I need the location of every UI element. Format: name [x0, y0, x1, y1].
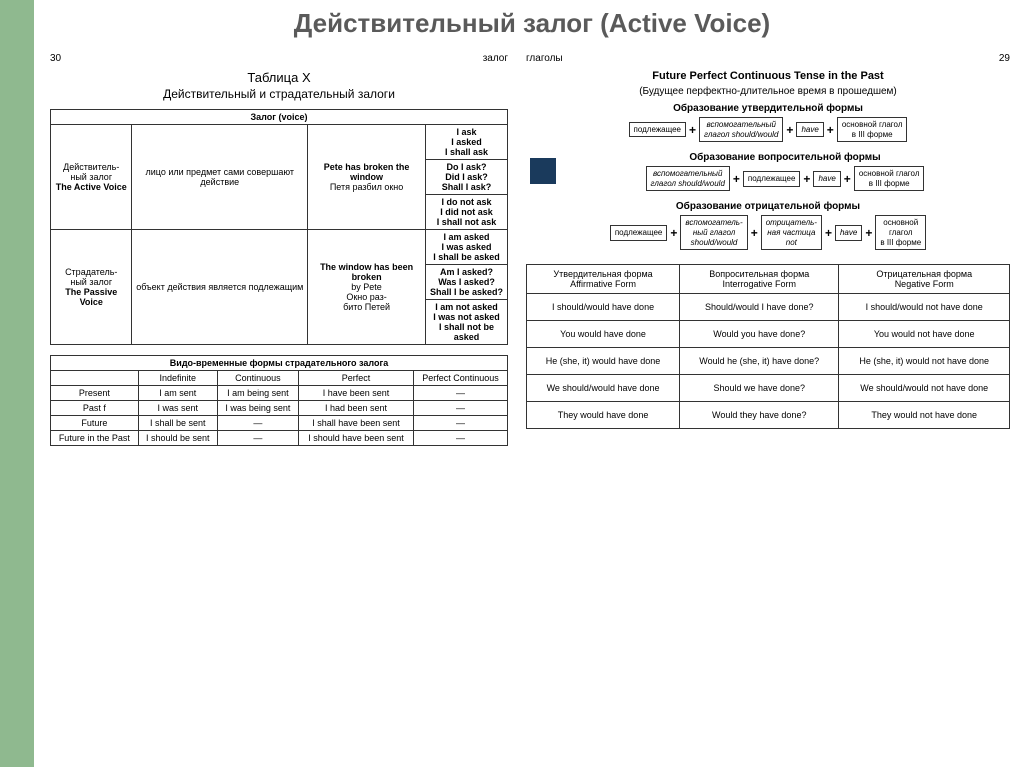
active-int: Do I ask? Did I ask? Shall I ask?: [426, 160, 508, 195]
right-column: глаголы 29 Future Perfect Continuous Ten…: [520, 53, 1010, 446]
page-header-left: 30 залог: [50, 53, 508, 64]
forms-header: Утвердительная форма Affirmative Form Во…: [527, 265, 1010, 294]
left-column: 30 залог Таблица X Действительный и стра…: [50, 53, 520, 446]
table-row: They would have doneWould they have done…: [527, 402, 1010, 429]
table1-title: Таблица X: [50, 70, 508, 85]
sidebar: [0, 0, 34, 767]
passive-desc: объект действия является подлежащим: [132, 230, 308, 345]
active-aff: I ask I asked I shall ask: [426, 125, 508, 160]
page-num: 30: [50, 53, 61, 64]
table-row: He (she, it) would have doneWould he (sh…: [527, 348, 1010, 375]
page-label: глаголы: [526, 53, 563, 64]
int-formula: вспомогательный глагол should/would+ под…: [560, 166, 1010, 191]
tense-header: Видо-временные формы страдательного зало…: [51, 356, 508, 371]
passive-neg: I am not asked I was not asked I shall n…: [426, 300, 508, 345]
voice-table: Залог (voice) Действитель- ный залогThe …: [50, 109, 508, 345]
table-row: PresentI am sentI am being sentI have be…: [51, 386, 508, 401]
passive-int: Am I asked? Was I asked? Shall I be aske…: [426, 265, 508, 300]
table-row: Past fI was sentI was being sentI had be…: [51, 401, 508, 416]
table1-subtitle: Действительный и страдательный залоги: [50, 87, 508, 101]
neg-formula: подлежащее+ вспомогатель- ный глагол sho…: [526, 215, 1010, 250]
aff-title: Образование утвердительной формы: [526, 103, 1010, 114]
int-title: Образование вопросительной формы: [560, 152, 1010, 163]
table-row: I should/would have doneShould/would I h…: [527, 294, 1010, 321]
table-row: FutureI shall be sent—I shall have been …: [51, 416, 508, 431]
active-desc: лицо или предмет сами совершают действие: [132, 125, 308, 230]
page-header-right: глаголы 29: [526, 53, 1010, 64]
table-row: You would have doneWould you have done?Y…: [527, 321, 1010, 348]
section-title: Future Perfect Continuous Tense in the P…: [526, 70, 1010, 82]
forms-table: Утвердительная форма Affirmative Form Во…: [526, 264, 1010, 429]
tense-table: Видо-временные формы страдательного зало…: [50, 355, 508, 446]
passive-label: Страдатель- ный залогThe Passive Voice: [51, 230, 132, 345]
content: 30 залог Таблица X Действительный и стра…: [0, 53, 1024, 446]
square-icon: [530, 158, 556, 184]
passive-aff: I am asked I was asked I shall be asked: [426, 230, 508, 265]
aff-formula: подлежащее+ вспомогательный глагол shoul…: [526, 117, 1010, 142]
active-neg: I do not ask I did not ask I shall not a…: [426, 195, 508, 230]
table-row: Future in the PastI should be sent—I sho…: [51, 431, 508, 446]
page-title: Действительный залог (Active Voice): [0, 0, 1024, 53]
active-ex: Pete has broken the windowПетя разбил ок…: [308, 125, 426, 230]
active-label: Действитель- ный залогThe Active Voice: [51, 125, 132, 230]
table-row: We should/would have doneShould we have …: [527, 375, 1010, 402]
passive-ex: The window has been brokenby PeteОкно ра…: [308, 230, 426, 345]
page-num: 29: [999, 53, 1010, 64]
section-sub: (Будущее перфектно-длительное время в пр…: [526, 86, 1010, 97]
voice-header: Залог (voice): [51, 110, 508, 125]
page-label: залог: [483, 53, 508, 64]
neg-title: Образование отрицательной формы: [526, 201, 1010, 212]
tense-cols: Indefinite Continuous Perfect Perfect Co…: [51, 371, 508, 386]
